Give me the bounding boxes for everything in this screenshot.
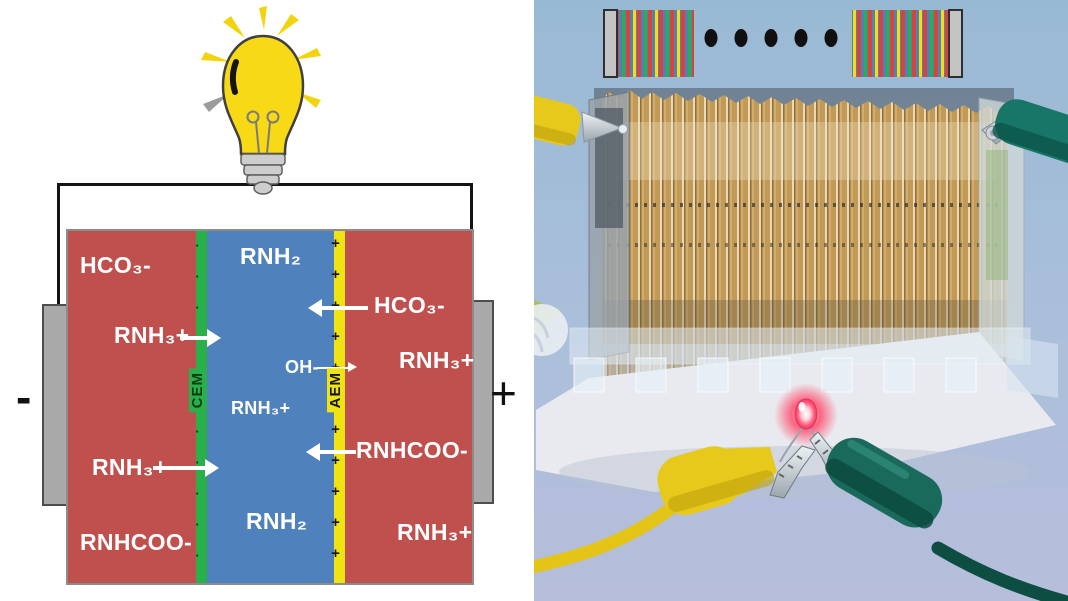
photo-panel (534, 0, 1068, 601)
ion-label-rnh2-bottom: RNH₂ (246, 508, 308, 534)
stack-unit-schematic (603, 9, 963, 78)
compartment-right-acid (345, 231, 472, 583)
arrow-left-icon (306, 443, 356, 461)
positive-terminal-label: + (490, 367, 517, 419)
background-objects (534, 300, 568, 356)
ion-label-rnhcoo-left: RNHCOO- (80, 529, 192, 555)
end-plate-right-reflection (986, 150, 1008, 280)
arrow-left-icon (308, 299, 368, 317)
aem-label: AEM (327, 368, 344, 413)
ion-label-rnh3-right-upper: RNH₃+ (399, 347, 475, 373)
negative-terminal-label: - (16, 371, 32, 423)
ion-label-rnhcoo-right: RNHCOO- (356, 437, 468, 463)
membrane-stack (594, 88, 1014, 390)
ion-label-rnh3-center: RNH₃+ (231, 398, 291, 418)
teal-clip-top (981, 99, 1068, 165)
green-clip-bottom (809, 431, 1068, 601)
ion-label-hco3-left: HCO₃- (80, 252, 151, 278)
arrow-right-icon (180, 329, 221, 347)
compartment-center-amine (207, 231, 334, 583)
schematic-membrane-stripes-right (852, 10, 948, 77)
schematic-panel: - + · · · · · · · · · · · + + + + + + + … (16, 6, 517, 585)
yellow-clip-bottom (534, 445, 816, 574)
ion-label-rnh3-right-lower: RNH₃+ (397, 519, 473, 545)
ion-label-rnh2-top: RNH₂ (240, 243, 302, 269)
arrow-right-icon (153, 459, 219, 477)
schematic-electrode-right (948, 9, 963, 78)
electrode-negative (42, 304, 68, 506)
repeat-ellipsis-dots (704, 29, 838, 47)
ion-label-rnh3-left-upper: RNH₃+ (114, 322, 190, 348)
led-lamp (774, 383, 838, 463)
schematic-membrane-stripes-left (618, 10, 694, 77)
cem-label: CEM (189, 368, 206, 413)
compartment-left-acid (68, 231, 196, 583)
light-bulb-icon (201, 6, 321, 195)
acrylic-tray (569, 327, 1058, 398)
schematic-electrode-left (603, 9, 618, 78)
ion-label-oh: OH- (285, 357, 319, 377)
wire-left (57, 183, 60, 307)
stack-photo (534, 0, 1068, 601)
ion-label-hco3-right: HCO₃- (374, 292, 445, 318)
yellow-plug-top (534, 95, 628, 146)
